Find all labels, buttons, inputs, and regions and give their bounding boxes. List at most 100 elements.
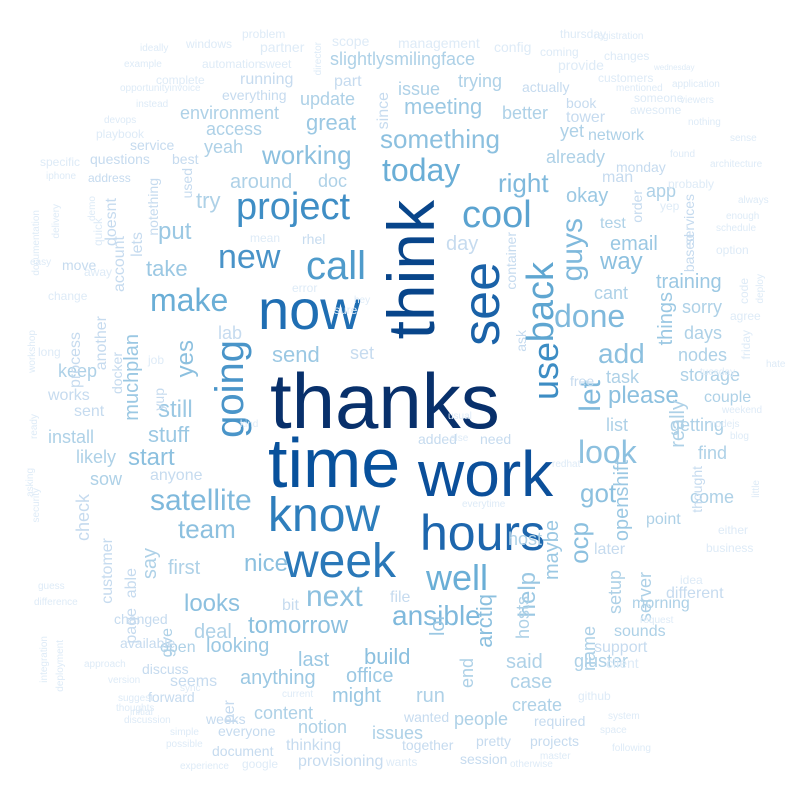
cloud-word-maybe: maybe <box>541 520 563 581</box>
cloud-word-ready: ready <box>29 414 40 440</box>
cloud-word-probably: probably <box>668 177 715 191</box>
cloud-word-set: set <box>350 343 375 363</box>
cloud-word-think: think <box>374 200 448 340</box>
cloud-word-slightlysmilingface: slightlysmilingface <box>330 49 476 69</box>
cloud-word-nodes: nodes <box>678 345 728 365</box>
cloud-word-business: business <box>706 541 754 555</box>
cloud-word-yet: yet <box>560 121 585 141</box>
cloud-word-task: task <box>606 367 640 387</box>
cloud-word-suggest: suggest <box>118 693 154 704</box>
cloud-word-director: director <box>313 42 324 76</box>
cloud-word-team: team <box>178 514 236 544</box>
cloud-word-usual: usual <box>448 411 472 422</box>
cloud-word-looking: looking <box>206 635 270 657</box>
cloud-word-playbook: playbook <box>96 127 145 141</box>
cloud-word-error: error <box>292 281 318 295</box>
cloud-word-muchplan: muchplan <box>121 334 143 421</box>
cloud-word-sync: sync <box>180 683 201 694</box>
cloud-word-sorry: sorry <box>682 297 722 317</box>
cloud-word-example: example <box>124 59 162 70</box>
cloud-word-viewers: viewers <box>680 95 714 106</box>
cloud-word-looks: looks <box>184 590 241 617</box>
cloud-word-wednesday: wednesday <box>654 63 695 72</box>
cloud-word-provisioning: provisioning <box>298 753 384 770</box>
cloud-word-days: days <box>684 323 723 343</box>
cloud-word-blog: blog <box>730 431 749 442</box>
cloud-word-open: open <box>160 639 196 656</box>
cloud-word-nice: nice <box>244 550 289 577</box>
cloud-word-scope: scope <box>332 33 370 49</box>
cloud-word-put: put <box>158 218 192 245</box>
cloud-word-thursday: thursday <box>560 27 607 41</box>
cloud-word-hours: hours <box>420 505 546 561</box>
cloud-word-bit: bit <box>282 597 299 614</box>
cloud-word-openshift: openshift <box>611 460 633 542</box>
cloud-word-asking: asking <box>25 468 36 497</box>
cloud-word-integration: integration <box>39 636 50 683</box>
cloud-word-file: file <box>390 589 411 606</box>
cloud-word-weekend: weekend <box>722 405 763 416</box>
cloud-word-way: way <box>600 248 643 275</box>
cloud-word-thoughts: thoughts <box>116 703 155 714</box>
cloud-word-experience: experience <box>180 761 229 772</box>
cloud-word-check: check <box>73 494 93 542</box>
cloud-word-change: change <box>48 289 88 303</box>
cloud-word-request: request <box>640 615 674 626</box>
cloud-word-test: test <box>600 215 626 232</box>
cloud-word-long: long <box>38 345 61 359</box>
cloud-word-week: week <box>284 535 397 588</box>
cloud-word-registration: registration <box>594 31 644 42</box>
cloud-word-running: running <box>240 71 294 88</box>
cloud-word-cant: cant <box>594 283 629 303</box>
cloud-word-everyone: everyone <box>218 723 276 739</box>
cloud-word-notething: notething <box>145 178 161 236</box>
cloud-word-little: little <box>751 480 762 498</box>
cloud-word-different: different <box>666 585 724 602</box>
cloud-word-sense: sense <box>730 133 757 144</box>
cloud-word-order: order <box>629 190 645 223</box>
cloud-word-list: list <box>606 415 628 435</box>
cloud-word-around: around <box>230 171 293 193</box>
cloud-word-discussion: discussion <box>124 715 171 726</box>
cloud-word-customers: customers <box>598 71 654 85</box>
cloud-word-point: point <box>646 511 681 528</box>
cloud-word-arctiq: arctiq <box>472 594 497 648</box>
cloud-word-app: app <box>646 181 677 201</box>
cloud-word-kind: kind <box>240 419 259 430</box>
cloud-word-please: please <box>608 382 679 409</box>
cloud-word-deal: deal <box>194 621 232 643</box>
cloud-word-weeks: weeks <box>206 711 246 727</box>
cloud-word-network: network <box>588 127 645 144</box>
cloud-word-job: job <box>148 353 165 367</box>
cloud-word-everything: everything <box>222 87 287 103</box>
cloud-word-hosts: hosts <box>513 596 533 640</box>
cloud-word-page: page <box>123 608 140 644</box>
cloud-word-morning: morning <box>632 595 690 612</box>
cloud-word-application: application <box>672 79 720 90</box>
cloud-word-move: move <box>62 257 97 273</box>
cloud-word-great: great <box>306 110 357 135</box>
cloud-word-seems: seems <box>170 673 218 690</box>
cloud-word-everytime: everytime <box>462 499 506 510</box>
cloud-word-complete: complete <box>156 73 205 87</box>
cloud-word-hey: hey <box>354 295 371 306</box>
cloud-word-another: another <box>93 316 110 371</box>
cloud-word-version: version <box>108 675 141 686</box>
cloud-word-questions: questions <box>90 151 150 167</box>
cloud-word-content: content <box>254 703 314 723</box>
cloud-word-meeting: meeting <box>404 94 483 119</box>
cloud-word-call: call <box>306 244 367 288</box>
cloud-word-agree: agree <box>730 309 761 323</box>
cloud-word-yup: yup <box>151 388 167 411</box>
cloud-word-based: based <box>681 234 697 273</box>
cloud-word-start: start <box>128 444 175 471</box>
cloud-word-coming: coming <box>540 45 579 59</box>
cloud-word-changes: changes <box>604 49 650 63</box>
cloud-word-still: still <box>158 396 193 423</box>
cloud-word-architecture: architecture <box>710 159 763 170</box>
cloud-word-project: project <box>236 186 351 228</box>
cloud-word-now: now <box>258 278 361 341</box>
cloud-word-away: away <box>84 265 113 279</box>
cloud-word-demo: demo <box>87 196 98 222</box>
cloud-word-option: option <box>716 243 749 257</box>
